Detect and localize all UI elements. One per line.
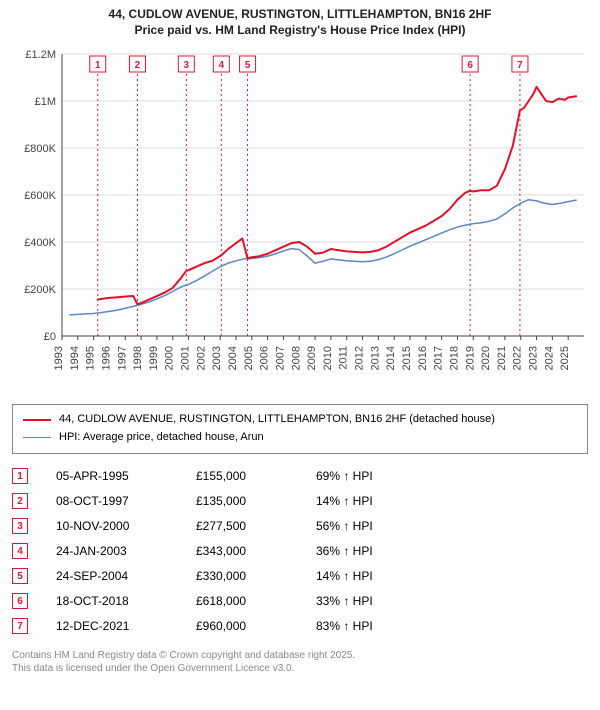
sale-marker: 5 bbox=[12, 568, 28, 584]
svg-text:2022: 2022 bbox=[512, 346, 524, 370]
svg-text:2012: 2012 bbox=[354, 346, 366, 370]
svg-text:£800K: £800K bbox=[24, 143, 56, 155]
sale-price: £330,000 bbox=[196, 569, 316, 583]
sale-price: £343,000 bbox=[196, 544, 316, 558]
svg-text:2002: 2002 bbox=[195, 346, 207, 370]
svg-text:2018: 2018 bbox=[448, 346, 460, 370]
title-line-2: Price paid vs. HM Land Registry's House … bbox=[10, 22, 590, 38]
svg-text:2004: 2004 bbox=[227, 346, 239, 370]
sale-marker: 7 bbox=[12, 618, 28, 634]
sale-marker: 6 bbox=[12, 593, 28, 609]
sales-row: 7 12-DEC-2021£960,00083% ↑ HPI bbox=[12, 614, 588, 639]
sale-vs-hpi: 33% ↑ HPI bbox=[316, 594, 588, 608]
sale-marker: 1 bbox=[12, 468, 28, 484]
sale-date: 24-SEP-2004 bbox=[56, 569, 196, 583]
sale-marker: 3 bbox=[12, 518, 28, 534]
svg-text:2011: 2011 bbox=[338, 346, 350, 370]
sale-marker: 2 bbox=[12, 493, 28, 509]
sale-price: £155,000 bbox=[196, 469, 316, 483]
svg-text:2008: 2008 bbox=[290, 346, 302, 370]
title-line-1: 44, CUDLOW AVENUE, RUSTINGTON, LITTLEHAM… bbox=[10, 6, 590, 22]
svg-text:2001: 2001 bbox=[180, 346, 192, 370]
chart-container: £0 £200K £400K £600K £800K £1M £1.2M 1993 1994 19… bbox=[12, 46, 588, 396]
sale-vs-hpi: 56% ↑ HPI bbox=[316, 519, 588, 533]
legend-label: HPI: Average price, detached house, Arun bbox=[59, 429, 264, 447]
svg-text:£1.2M: £1.2M bbox=[25, 49, 56, 61]
sale-date: 10-NOV-2000 bbox=[56, 519, 196, 533]
sale-vs-hpi: 14% ↑ HPI bbox=[316, 569, 588, 583]
sale-vs-hpi: 69% ↑ HPI bbox=[316, 469, 588, 483]
svg-text:2019: 2019 bbox=[464, 346, 476, 370]
sale-vs-hpi: 36% ↑ HPI bbox=[316, 544, 588, 558]
sales-row: 6 18-OCT-2018£618,00033% ↑ HPI bbox=[12, 589, 588, 614]
legend-item: 44, CUDLOW AVENUE, RUSTINGTON, LITTLEHAM… bbox=[23, 411, 577, 429]
svg-text:2: 2 bbox=[135, 60, 141, 71]
svg-text:2006: 2006 bbox=[259, 346, 271, 370]
sale-date: 05-APR-1995 bbox=[56, 469, 196, 483]
svg-text:2020: 2020 bbox=[480, 346, 492, 370]
svg-text:1994: 1994 bbox=[69, 346, 81, 370]
svg-text:2005: 2005 bbox=[243, 346, 255, 370]
svg-text:4: 4 bbox=[219, 60, 225, 71]
svg-text:£200K: £200K bbox=[24, 284, 56, 296]
sales-row: 1 05-APR-1995£155,00069% ↑ HPI bbox=[12, 464, 588, 489]
sales-row: 4 24-JAN-2003£343,00036% ↑ HPI bbox=[12, 539, 588, 564]
svg-text:1999: 1999 bbox=[148, 346, 160, 370]
footer-line-1: Contains HM Land Registry data © Crown c… bbox=[12, 649, 588, 663]
svg-text:2016: 2016 bbox=[417, 346, 429, 370]
sale-date: 18-OCT-2018 bbox=[56, 594, 196, 608]
legend-item: HPI: Average price, detached house, Arun bbox=[23, 429, 577, 447]
sales-row: 5 24-SEP-2004£330,00014% ↑ HPI bbox=[12, 564, 588, 589]
svg-text:2003: 2003 bbox=[211, 346, 223, 370]
svg-text:7: 7 bbox=[517, 60, 523, 71]
svg-text:1996: 1996 bbox=[100, 346, 112, 370]
svg-text:2021: 2021 bbox=[496, 346, 508, 370]
svg-text:2015: 2015 bbox=[401, 346, 413, 370]
svg-text:2017: 2017 bbox=[433, 346, 445, 370]
sales-row: 2 08-OCT-1997£135,00014% ↑ HPI bbox=[12, 489, 588, 514]
sales-table: 1 05-APR-1995£155,00069% ↑ HPI 2 08-OCT-199… bbox=[12, 464, 588, 639]
svg-text:1998: 1998 bbox=[132, 346, 144, 370]
legend-swatch bbox=[23, 437, 51, 438]
svg-text:1993: 1993 bbox=[53, 346, 65, 370]
svg-text:2013: 2013 bbox=[369, 346, 381, 370]
sale-price: £277,500 bbox=[196, 519, 316, 533]
svg-text:5: 5 bbox=[245, 60, 251, 71]
svg-text:2010: 2010 bbox=[322, 346, 334, 370]
svg-text:£600K: £600K bbox=[24, 190, 56, 202]
sale-vs-hpi: 14% ↑ HPI bbox=[316, 494, 588, 508]
sale-vs-hpi: 83% ↑ HPI bbox=[316, 619, 588, 633]
footer-line-2: This data is licensed under the Open Gov… bbox=[12, 662, 588, 676]
svg-text:£400K: £400K bbox=[24, 237, 56, 249]
svg-text:£0: £0 bbox=[44, 331, 56, 343]
sale-price: £960,000 bbox=[196, 619, 316, 633]
svg-text:£1M: £1M bbox=[35, 96, 56, 108]
sale-date: 08-OCT-1997 bbox=[56, 494, 196, 508]
sale-date: 12-DEC-2021 bbox=[56, 619, 196, 633]
svg-text:2023: 2023 bbox=[528, 346, 540, 370]
legend-label: 44, CUDLOW AVENUE, RUSTINGTON, LITTLEHAM… bbox=[59, 411, 495, 429]
svg-text:2024: 2024 bbox=[543, 346, 555, 370]
footer-attribution: Contains HM Land Registry data © Crown c… bbox=[12, 649, 588, 676]
legend-box: 44, CUDLOW AVENUE, RUSTINGTON, LITTLEHAM… bbox=[12, 404, 588, 453]
svg-text:3: 3 bbox=[184, 60, 190, 71]
svg-text:2000: 2000 bbox=[164, 346, 176, 370]
svg-text:1: 1 bbox=[95, 60, 101, 71]
svg-text:2009: 2009 bbox=[306, 346, 318, 370]
sale-price: £135,000 bbox=[196, 494, 316, 508]
sales-row: 3 10-NOV-2000£277,50056% ↑ HPI bbox=[12, 514, 588, 539]
sale-date: 24-JAN-2003 bbox=[56, 544, 196, 558]
svg-text:1995: 1995 bbox=[85, 346, 97, 370]
sale-marker: 4 bbox=[12, 543, 28, 559]
price-chart: £0 £200K £400K £600K £800K £1M £1.2M 1993 1994 19… bbox=[12, 46, 588, 396]
legend-swatch bbox=[23, 419, 51, 421]
svg-text:2025: 2025 bbox=[559, 346, 571, 370]
title-block: 44, CUDLOW AVENUE, RUSTINGTON, LITTLEHAM… bbox=[0, 0, 600, 42]
svg-text:2014: 2014 bbox=[385, 346, 397, 370]
svg-text:6: 6 bbox=[467, 60, 473, 71]
svg-text:2007: 2007 bbox=[274, 346, 286, 370]
svg-text:1997: 1997 bbox=[116, 346, 128, 370]
sale-price: £618,000 bbox=[196, 594, 316, 608]
